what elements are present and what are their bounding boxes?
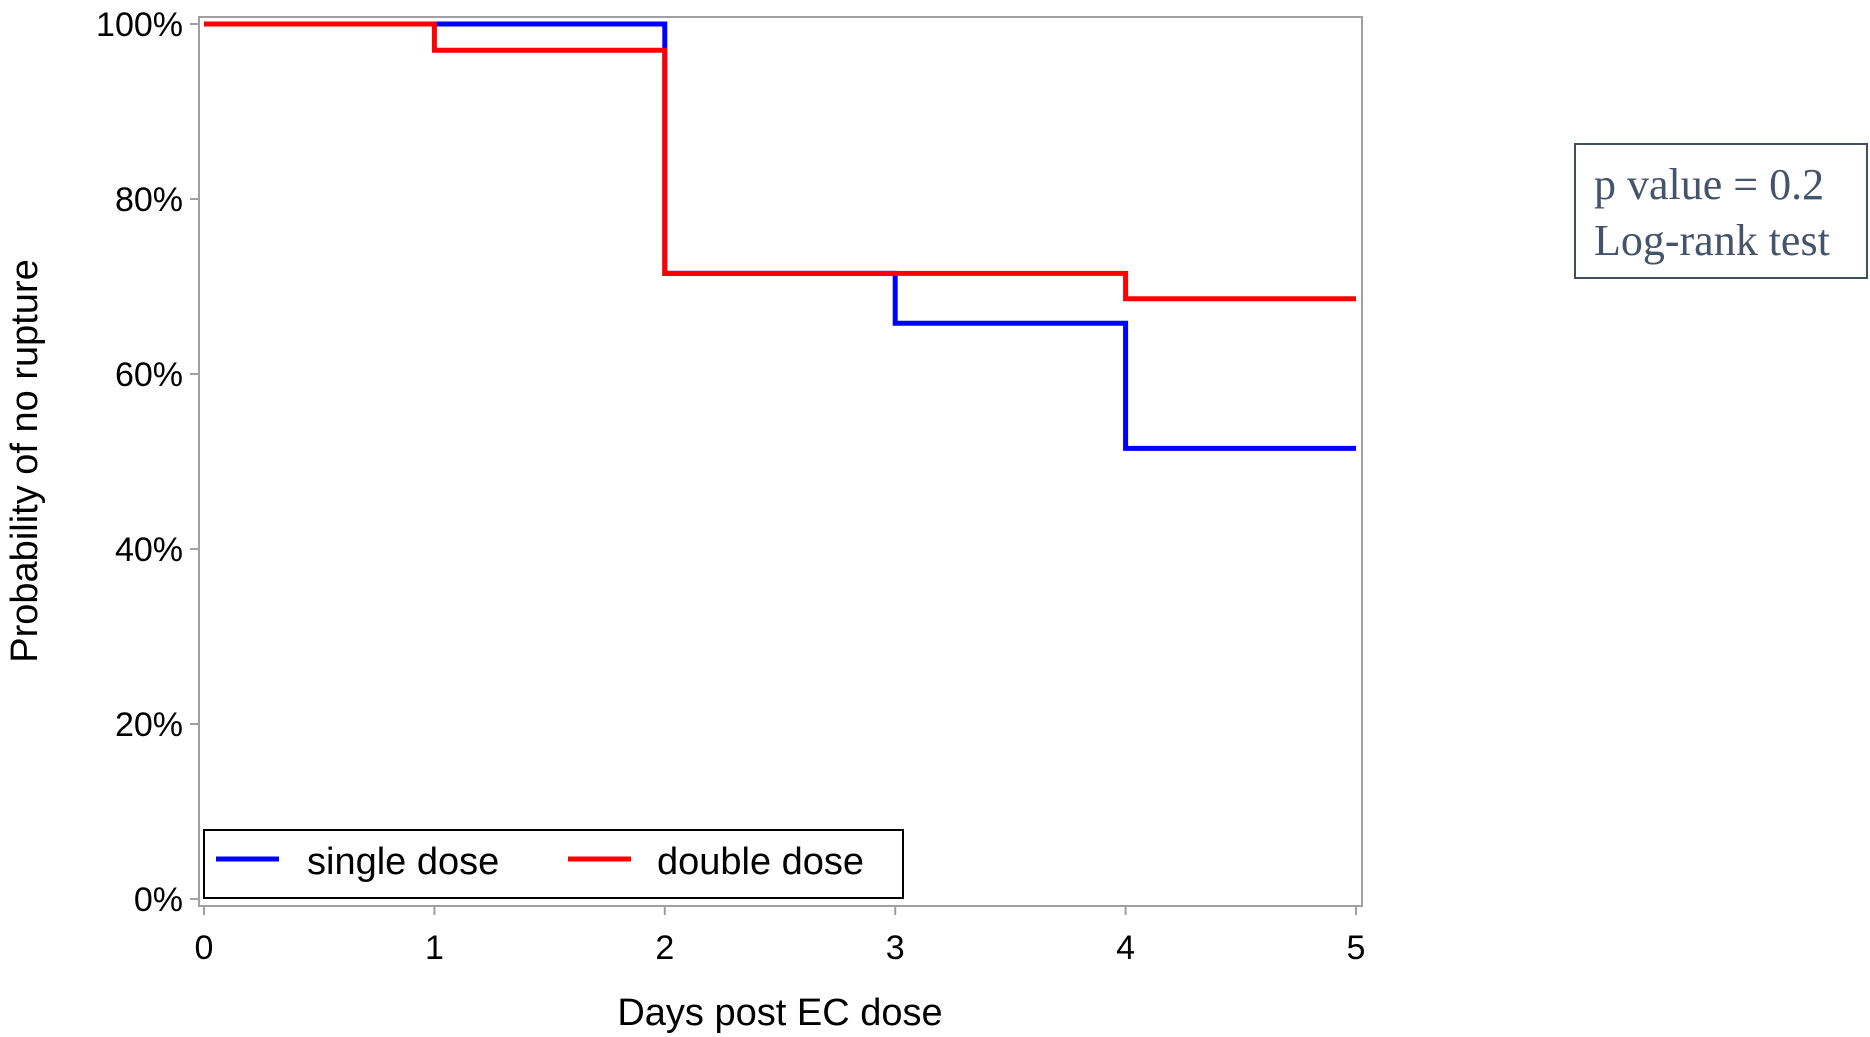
x-axis-label: Days post EC dose — [617, 992, 942, 1034]
y-axis: 0% 20% 40% 60% 80% 100% — [96, 6, 199, 919]
y-tick-label: 40% — [115, 531, 183, 569]
y-tick-label: 100% — [96, 6, 183, 44]
y-tick-label: 60% — [115, 356, 183, 394]
log-rank-stats-box: p value = 0.2 Log-rank test — [1574, 143, 1868, 279]
x-tick-label: 1 — [425, 929, 444, 967]
legend-label-single-dose: single dose — [307, 841, 499, 883]
series-line-single-dose — [204, 21, 1356, 451]
y-tick-label: 80% — [115, 181, 183, 219]
legend-label-double-dose: double dose — [657, 841, 864, 883]
series-layer — [204, 21, 1356, 451]
legend: single dose double dose — [203, 829, 904, 899]
y-tick-label: 0% — [134, 881, 183, 919]
x-tick-label: 4 — [1116, 929, 1135, 967]
x-tick-label: 5 — [1347, 929, 1366, 967]
y-tick-label: 20% — [115, 706, 183, 744]
x-axis: 0 1 2 3 4 5 — [195, 906, 1366, 967]
plot-frame — [198, 16, 1363, 907]
x-tick-label: 2 — [655, 929, 674, 967]
legend-box — [203, 829, 904, 899]
p-value-text: p value = 0.2 — [1594, 160, 1825, 209]
x-tick-label: 0 — [195, 929, 214, 967]
x-tick-label: 3 — [886, 929, 905, 967]
series-line-double-dose — [204, 21, 1356, 302]
y-axis-label: Probability of no rupture — [4, 259, 46, 662]
test-name-text: Log-rank test — [1594, 216, 1830, 265]
